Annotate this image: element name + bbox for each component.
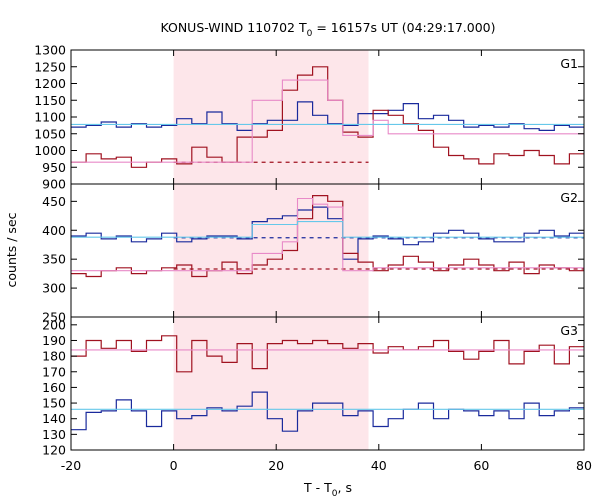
panel-frames-layer: G1 G2 G3 [70, 49, 585, 451]
y-tick-label: 1300 [34, 43, 66, 58]
y-tick-label: 200 [42, 317, 66, 332]
y-tick-label: 1050 [34, 126, 66, 141]
x-tick-label: 80 [576, 458, 592, 473]
panel-g1-series-pink [71, 79, 584, 163]
y-tick-label: 1100 [34, 110, 66, 125]
x-tick-label: 60 [473, 458, 489, 473]
series-layer [71, 66, 584, 432]
y-tick-label: 1150 [34, 93, 66, 108]
panel-g2-series-pink [71, 197, 584, 272]
panel-g3-series-red [71, 332, 584, 373]
y-tick-label: 400 [42, 223, 66, 238]
y-tick-label: 180 [42, 349, 66, 364]
panel-g2-plot [71, 195, 584, 278]
x-tick-label: 20 [268, 458, 284, 473]
x-tick-label: -20 [61, 458, 81, 473]
panel-g3-label: G3 [560, 323, 578, 338]
y-tick-label: 190 [42, 333, 66, 348]
panel-g3-series-blue [71, 391, 584, 432]
panel-g1-label: G1 [560, 56, 578, 71]
y-tick-label: 170 [42, 364, 66, 379]
y-tick-label: 300 [42, 281, 66, 296]
y-tick-label: 250 [42, 310, 66, 325]
panel-g1-series-red [71, 66, 584, 168]
panel-g2-series-cyan [71, 221, 584, 238]
y-tick-label: 120 [42, 443, 66, 458]
chart-title: KONUS-WIND 110702 T0 = 16157s UT (04:29:… [160, 20, 495, 39]
y-tick-label: 150 [42, 396, 66, 411]
y-tick-label: 1200 [34, 76, 66, 91]
ticks-layer: 9009501000105011001150120012501300250300… [34, 43, 592, 474]
panel-g2-label: G2 [560, 190, 578, 205]
shaded-interval [173, 50, 369, 450]
y-tick-label: 160 [42, 380, 66, 395]
panel-g3-frame [70, 316, 585, 451]
y-tick-label: 950 [42, 160, 66, 175]
x-tick-label: 40 [371, 458, 387, 473]
y-tick-label: 900 [42, 177, 66, 192]
y-tick-label: 130 [42, 427, 66, 442]
shaded-interval-layer [173, 50, 369, 450]
y-tick-label: 450 [42, 194, 66, 209]
y-axis-label: counts / sec [4, 212, 19, 287]
y-tick-label: 350 [42, 252, 66, 267]
x-tick-label: 0 [170, 458, 178, 473]
y-tick-label: 140 [42, 411, 66, 426]
panel-g3-plot [71, 332, 584, 432]
y-tick-label: 1000 [34, 143, 66, 158]
panel-g1-series-blue [71, 101, 584, 131]
panel-g1-plot [71, 66, 584, 168]
x-axis-label: T - T0, s [303, 480, 352, 499]
panel-g2-series-blue [71, 206, 584, 260]
y-tick-label: 1250 [34, 59, 66, 74]
